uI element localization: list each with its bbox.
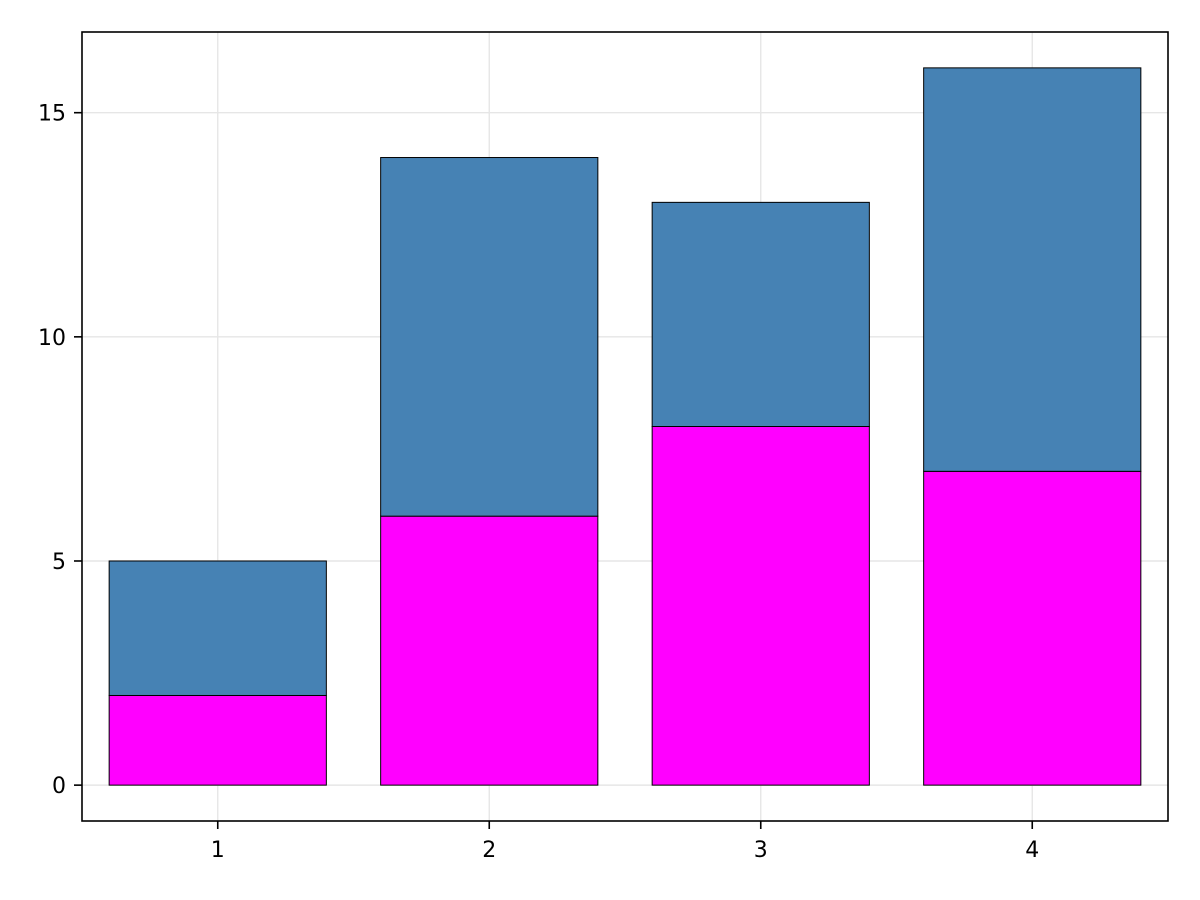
x-tick-label: 2 (482, 838, 496, 863)
plot-area-frame (81, 31, 1169, 822)
bar-segment-2-series-1 (380, 515, 599, 786)
bar-series (108, 67, 1142, 786)
bar-segment-3-series-2 (651, 201, 870, 427)
y-tick-label: 5 (52, 550, 66, 575)
bar-segment-2-series-2 (380, 157, 599, 517)
axis-ticks: 1 2 3 4 0 5 10 15 (38, 102, 1039, 863)
y-tick-label: 10 (38, 326, 66, 351)
y-tick-label: 0 (52, 774, 66, 799)
bar-segment-4-series-2 (923, 67, 1142, 472)
bar-segment-4-series-1 (923, 470, 1142, 786)
bar-segment-1-series-1 (108, 694, 327, 786)
bar-segment-3-series-1 (651, 426, 870, 786)
x-tick-label: 3 (754, 838, 768, 863)
bar-segment-1-series-2 (108, 560, 327, 696)
x-tick-label: 1 (211, 838, 225, 863)
x-tick-label: 4 (1025, 838, 1039, 863)
y-tick-label: 15 (38, 102, 66, 127)
